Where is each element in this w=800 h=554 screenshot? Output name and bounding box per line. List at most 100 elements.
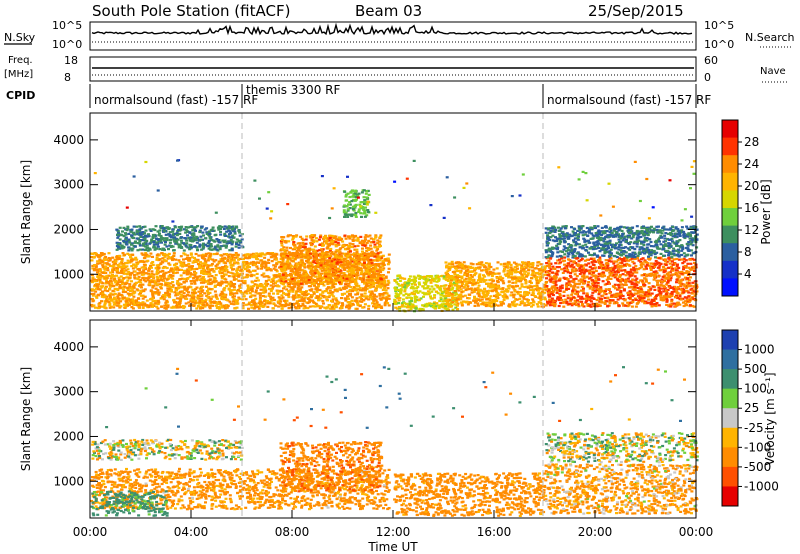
data-cell — [112, 275, 116, 278]
data-cell — [120, 282, 124, 286]
data-cell — [408, 275, 412, 278]
data-cell — [374, 295, 378, 298]
data-cell — [118, 286, 122, 289]
data-cell — [340, 263, 343, 266]
data-cell — [252, 262, 256, 265]
data-cell — [232, 236, 236, 239]
data-cell — [306, 280, 310, 283]
data-cell — [523, 285, 527, 289]
data-cell — [160, 241, 163, 244]
data-cell — [454, 306, 458, 309]
data-cell — [172, 272, 176, 275]
data-cell — [136, 297, 140, 300]
data-cell — [362, 208, 366, 211]
data-cell — [309, 242, 313, 245]
data-cell — [107, 274, 111, 277]
data-cell — [124, 305, 128, 308]
data-cell — [340, 252, 344, 255]
data-cell — [410, 291, 414, 294]
data-cell — [139, 294, 143, 297]
data-cell — [310, 272, 314, 275]
data-cell — [214, 274, 218, 277]
data-cell — [352, 272, 355, 275]
data-cell — [184, 231, 188, 234]
data-cell — [255, 284, 259, 287]
data-cell — [414, 280, 417, 283]
data-cell — [528, 284, 532, 287]
data-cell — [266, 300, 270, 303]
data-cell — [259, 255, 263, 258]
data-cell — [189, 300, 193, 303]
data-cell — [369, 247, 373, 250]
data-cell — [165, 226, 169, 229]
data-cell — [221, 257, 224, 260]
data-cell — [104, 278, 108, 281]
data-cell — [471, 284, 475, 287]
data-cell — [371, 302, 375, 305]
data-cell — [524, 282, 528, 285]
data-cell — [404, 281, 408, 284]
data-cell — [100, 295, 104, 298]
data-cell — [93, 280, 97, 283]
data-cell — [363, 212, 367, 215]
data-cell — [246, 275, 249, 278]
data-cell — [254, 289, 258, 292]
data-cell — [322, 284, 326, 287]
data-cell — [333, 288, 337, 291]
data-cell — [200, 225, 204, 228]
data-cell — [306, 297, 310, 300]
data-cell — [235, 302, 239, 305]
data-cell — [300, 286, 304, 289]
data-cell — [328, 282, 332, 285]
data-cell — [424, 293, 428, 296]
data-cell — [415, 287, 419, 290]
data-cell — [122, 226, 126, 229]
nave-label: Nave — [760, 66, 786, 77]
data-cell — [252, 303, 256, 306]
data-cell — [289, 246, 292, 250]
data-cell — [376, 247, 380, 251]
data-cell — [403, 290, 407, 293]
data-cell — [351, 198, 355, 201]
data-cell — [160, 252, 164, 255]
data-cell — [135, 301, 139, 304]
data-cell — [131, 298, 135, 301]
data-cell — [181, 296, 185, 299]
data-cell — [393, 302, 397, 305]
data-cell — [343, 279, 346, 282]
data-cell — [297, 294, 301, 297]
data-cell — [112, 306, 116, 309]
data-cell — [343, 292, 347, 295]
data-cell — [342, 287, 346, 290]
data-cell — [130, 289, 134, 292]
data-cell — [523, 279, 527, 282]
data-cell — [297, 303, 301, 306]
data-cell — [120, 261, 124, 264]
data-cell — [313, 267, 317, 270]
nsky-tick-top: 10^5 — [52, 19, 82, 32]
data-cell — [97, 288, 100, 291]
data-cell — [104, 265, 108, 269]
data-cell — [189, 280, 193, 283]
data-cell — [403, 305, 407, 308]
data-cell — [142, 279, 146, 282]
data-cell — [331, 265, 335, 268]
data-cell — [467, 297, 471, 300]
data-cell — [451, 263, 455, 266]
data-cell — [254, 291, 258, 294]
data-cell — [234, 256, 237, 259]
data-cell — [172, 249, 176, 252]
data-cell — [244, 256, 248, 259]
data-cell — [327, 286, 330, 289]
data-cell — [365, 241, 369, 244]
data-cell — [135, 300, 139, 303]
data-cell — [129, 256, 133, 259]
data-cell — [187, 301, 191, 304]
data-cell — [121, 265, 125, 268]
data-cell — [453, 294, 456, 297]
data-cell — [148, 242, 152, 245]
data-cell — [437, 277, 441, 281]
data-cell — [503, 273, 507, 276]
data-cell — [298, 242, 302, 245]
data-cell — [354, 273, 358, 277]
